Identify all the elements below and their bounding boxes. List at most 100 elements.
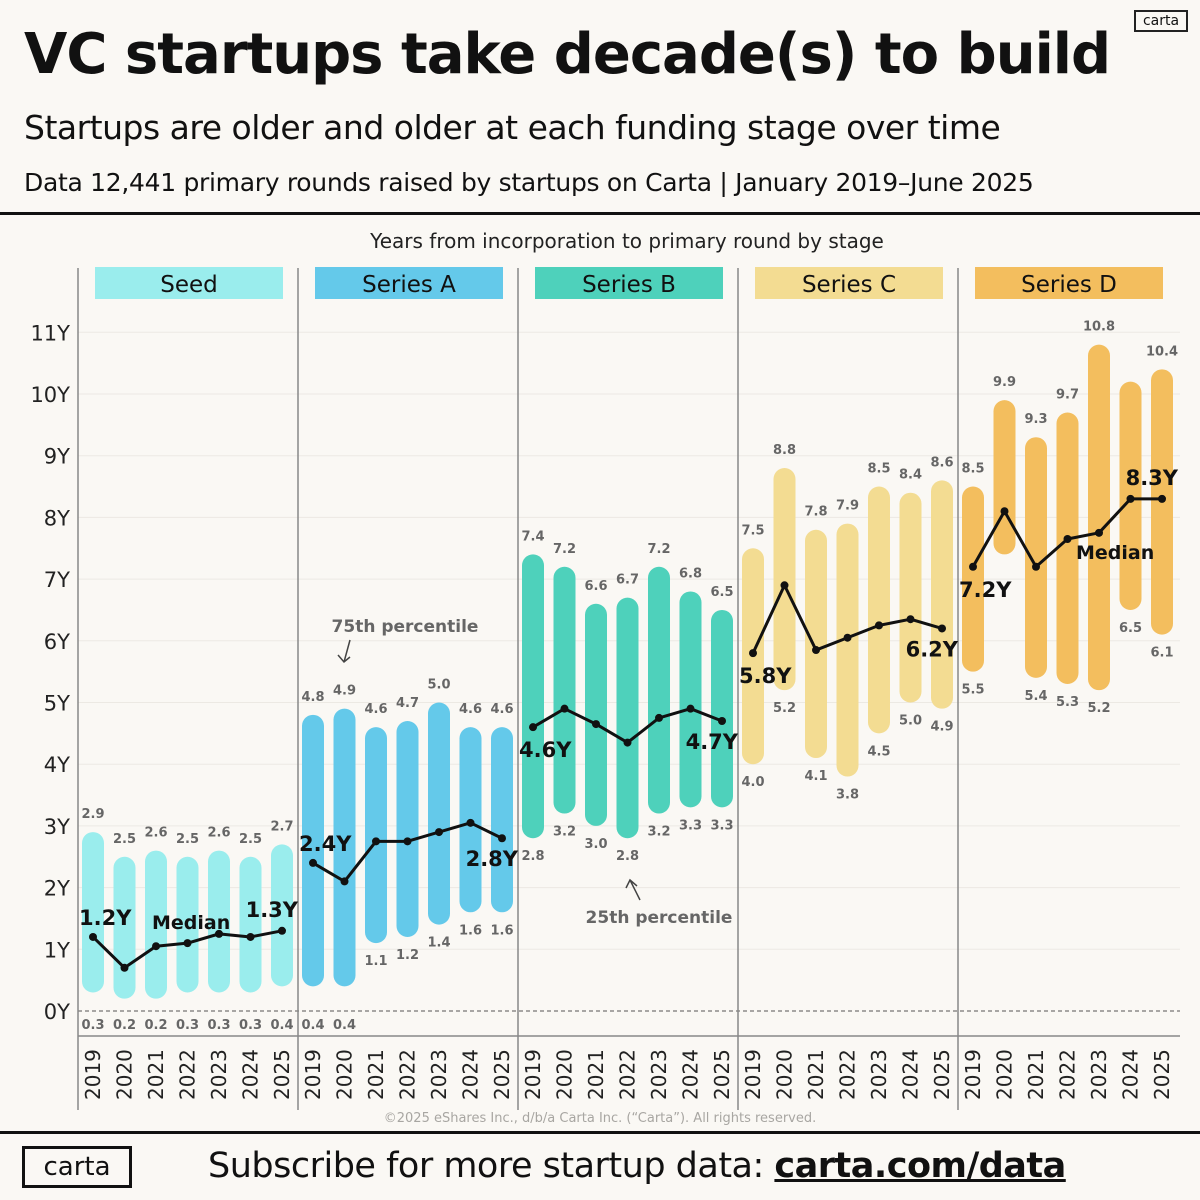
median-point [655,713,663,722]
x-tick-label: 2021 [144,1049,168,1100]
range-bar [993,400,1016,555]
stage-header-3 [755,267,943,299]
p25-label: 4.0 [741,775,764,790]
p25-label: 0.3 [81,1018,104,1033]
median-point [498,834,506,843]
x-tick-label: 2022 [176,1049,200,1100]
range-bar [302,714,324,987]
p25-annotation: 25th percentile [586,908,733,928]
stage-header-label: Series B [582,272,676,298]
subscribe-text: Subscribe for more startup data: [208,1146,775,1186]
median-annotation-d: Median [1076,542,1154,564]
stage-header-2 [535,267,723,299]
header-divider [0,212,1200,215]
carta-logo-small: carta [1134,10,1188,32]
median-point [686,704,695,713]
x-tick-label: 2024 [679,1049,703,1100]
x-tick-label: 2020 [993,1049,1017,1100]
range-bar [145,850,167,999]
p25-label: 3.0 [584,837,607,852]
p25-label: 6.1 [1150,646,1173,661]
stage-header-4 [975,267,1163,299]
x-tick-label: 2025 [930,1049,954,1100]
y-tick-label: 9Y [44,445,70,469]
p75-arrow [337,639,351,664]
median-end-label: 1.3Y [246,898,299,922]
p25-label: 0.3 [176,1018,199,1033]
median-point [938,624,946,633]
x-tick-label: 2021 [804,1049,828,1100]
stage-header-label: Seed [160,272,218,298]
median-point [906,615,915,624]
y-tick-label: 5Y [44,692,70,716]
p25-label: 4.9 [930,720,953,735]
x-tick-label: 2020 [773,1049,797,1100]
median-point [529,723,537,732]
p75-label: 5.0 [427,678,450,693]
p25-label: 1.4 [427,936,450,951]
carta-logo: carta [22,1146,132,1188]
p75-label: 10.8 [1083,320,1115,335]
p25-arrow [625,878,641,901]
subscribe-callout: Subscribe for more startup data: carta.c… [208,1146,1066,1186]
x-tick-label: 2023 [647,1049,671,1100]
x-tick-label: 2019 [521,1049,545,1100]
range-bar [616,597,639,839]
p75-label: 2.6 [144,826,167,841]
p25-label: 5.2 [1087,701,1110,716]
x-tick-label: 2023 [867,1049,891,1100]
range-bar [1088,344,1110,691]
median-point [718,717,726,726]
p75-label: 10.4 [1146,344,1178,359]
x-tick-label: 2022 [616,1049,640,1100]
x-tick-label: 2024 [459,1049,483,1100]
range-bar [805,529,827,759]
page-title: VC startups take decade(s) to build [24,22,1111,87]
median-point [1126,494,1135,503]
p25-label: 0.2 [144,1018,167,1033]
p75-label: 6.5 [710,585,733,600]
range-bar [553,566,576,814]
p25-label: 2.8 [521,849,544,864]
median-point [592,720,600,729]
p75-label: 2.5 [239,832,262,847]
y-tick-label: 10Y [30,383,70,407]
stage-header-label: Series A [362,272,456,298]
p75-label: 7.5 [741,523,764,538]
p75-label: 6.7 [616,573,639,588]
median-point [780,581,789,590]
x-tick-label: 2024 [899,1049,923,1100]
subscribe-link[interactable]: carta.com/data [774,1146,1066,1186]
stage-header-0 [95,267,283,299]
p75-label: 2.7 [270,819,293,834]
range-bar [82,832,104,993]
stage-header-label: Series D [1021,272,1117,298]
median-start-label: 1.2Y [79,906,132,930]
median-point [372,837,380,846]
median-point [340,877,349,886]
p25-label: 5.3 [1056,695,1079,710]
p75-label: 4.6 [459,702,482,717]
median-end-label: 4.7Y [686,730,739,754]
range-bar [836,523,859,777]
p75-label: 4.7 [396,696,419,711]
x-tick-label: 2021 [1024,1049,1048,1100]
data-source-line: Data 12,441 primary rounds raised by sta… [24,168,1034,197]
p75-label: 6.8 [679,566,702,581]
range-bar [962,486,984,672]
range-bar [176,856,199,993]
x-tick-label: 2025 [1150,1049,1174,1100]
x-tick-label: 2021 [584,1049,608,1100]
x-tick-label: 2023 [427,1049,451,1100]
range-bar [522,554,544,839]
median-point [560,704,569,713]
x-tick-label: 2020 [333,1049,357,1100]
p25-label: 5.0 [899,714,922,729]
x-tick-label: 2019 [741,1049,765,1100]
range-bar [773,468,796,691]
y-tick-label: 6Y [44,630,70,654]
copyright-notice: ©2025 eShares Inc., d/b/a Carta Inc. (“C… [383,1111,817,1126]
p75-label: 8.5 [867,462,890,477]
p75-label: 7.2 [647,542,670,557]
